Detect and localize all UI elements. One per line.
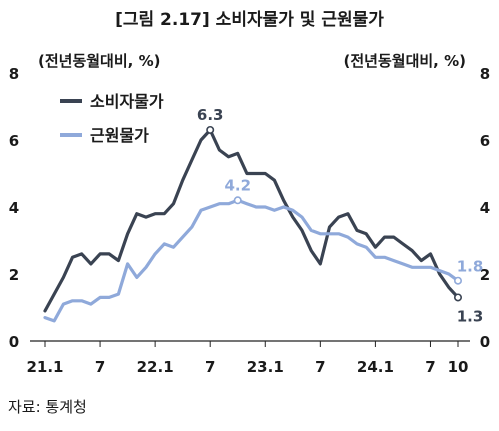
x-tick-label: 7 xyxy=(425,358,435,376)
core-cpi-series-line xyxy=(43,198,460,323)
x-tick-label: 7 xyxy=(95,358,105,376)
data-point-marker xyxy=(453,276,462,285)
y-tick-label-left: 0 xyxy=(9,333,19,351)
x-tick-label: 7 xyxy=(315,358,325,376)
data-point-marker xyxy=(233,196,242,205)
source-note: 자료: 통계청 xyxy=(8,398,87,416)
data-label: 6.3 xyxy=(197,106,224,124)
chart-title: [그림 2.17] 소비자물가 및 근원물가 xyxy=(115,10,384,30)
data-label: 4.2 xyxy=(224,176,251,194)
left-axis-unit: (전년동월대비, %) xyxy=(38,52,160,70)
x-tick-label: 7 xyxy=(205,358,215,376)
x-tick-label: 23.1 xyxy=(247,358,284,376)
y-tick-label-right: 4 xyxy=(480,199,490,217)
y-tick-label-right: 8 xyxy=(480,65,490,83)
y-tick-label-left: 4 xyxy=(9,199,19,217)
x-tick-label: 21.1 xyxy=(26,358,63,376)
data-point-marker xyxy=(453,293,462,302)
x-tick-label: 22.1 xyxy=(137,358,174,376)
y-tick-label-right: 6 xyxy=(480,132,490,150)
y-tick-label-right: 2 xyxy=(480,266,490,284)
x-tick-label: 10 xyxy=(448,358,469,376)
y-tick-label-left: 2 xyxy=(9,266,19,284)
y-tick-label-left: 6 xyxy=(9,132,19,150)
data-label: 1.8 xyxy=(457,258,484,276)
x-tick-label: 24.1 xyxy=(357,358,394,376)
y-tick-label-left: 8 xyxy=(9,65,19,83)
axes-layer: 0 0 2 2 4 4 6 6 8 8 21.1 7 22.1 7 23.1 7 24.1 7 10 xyxy=(9,65,490,376)
data-point-marker xyxy=(206,125,215,134)
annotations-layer: 6.3 4.2 1.8 1.3 xyxy=(197,106,483,326)
y-tick-label-right: 0 xyxy=(480,333,490,351)
data-label: 1.3 xyxy=(457,307,484,325)
legend-label: 근원물가 xyxy=(90,126,149,145)
series-layer xyxy=(43,128,460,323)
right-axis-unit: (전년동월대비, %) xyxy=(344,52,466,70)
legend-label: 소비자물가 xyxy=(90,92,164,111)
cpi-series-line xyxy=(43,128,460,313)
